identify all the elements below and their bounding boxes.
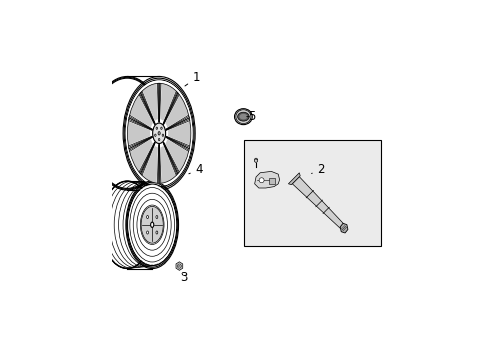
Ellipse shape — [141, 206, 163, 243]
Polygon shape — [140, 143, 155, 175]
Polygon shape — [164, 139, 188, 172]
Ellipse shape — [178, 265, 180, 267]
Polygon shape — [340, 223, 347, 233]
Polygon shape — [165, 136, 189, 149]
Ellipse shape — [158, 132, 160, 135]
Text: 2: 2 — [311, 163, 325, 176]
Polygon shape — [292, 177, 344, 229]
Text: 3: 3 — [180, 271, 187, 284]
Ellipse shape — [150, 222, 153, 228]
Text: 1: 1 — [184, 71, 200, 86]
Polygon shape — [165, 118, 189, 130]
Polygon shape — [167, 121, 190, 145]
Polygon shape — [140, 91, 155, 124]
Ellipse shape — [156, 231, 158, 234]
Text: 4: 4 — [188, 163, 203, 176]
Ellipse shape — [152, 123, 165, 144]
Polygon shape — [157, 145, 159, 183]
Bar — [243, 140, 380, 246]
Polygon shape — [127, 121, 150, 145]
Ellipse shape — [234, 109, 252, 125]
Polygon shape — [254, 171, 279, 188]
Polygon shape — [142, 84, 158, 121]
Polygon shape — [165, 115, 189, 130]
Polygon shape — [139, 142, 155, 174]
Ellipse shape — [239, 114, 247, 120]
Polygon shape — [165, 137, 189, 152]
Ellipse shape — [254, 158, 257, 162]
Polygon shape — [163, 91, 177, 124]
Ellipse shape — [237, 112, 249, 121]
Ellipse shape — [161, 127, 162, 129]
Polygon shape — [159, 145, 161, 183]
Ellipse shape — [156, 216, 158, 219]
Polygon shape — [142, 145, 158, 183]
Bar — [268, 178, 275, 184]
Polygon shape — [160, 84, 176, 121]
Ellipse shape — [146, 216, 148, 219]
Polygon shape — [129, 95, 153, 128]
Text: 5: 5 — [246, 110, 255, 123]
Polygon shape — [129, 115, 152, 130]
Polygon shape — [160, 145, 176, 183]
Polygon shape — [159, 83, 161, 122]
Ellipse shape — [146, 231, 148, 234]
Polygon shape — [163, 143, 177, 175]
Ellipse shape — [259, 178, 264, 183]
Ellipse shape — [235, 110, 250, 123]
Polygon shape — [157, 83, 159, 122]
Ellipse shape — [158, 138, 160, 141]
Polygon shape — [128, 118, 152, 130]
Polygon shape — [129, 139, 153, 172]
Ellipse shape — [156, 127, 157, 129]
Polygon shape — [129, 137, 152, 152]
Polygon shape — [163, 93, 179, 125]
Polygon shape — [176, 262, 183, 270]
Polygon shape — [139, 93, 155, 125]
Polygon shape — [128, 136, 152, 149]
Polygon shape — [163, 142, 179, 174]
Polygon shape — [164, 95, 188, 128]
Ellipse shape — [125, 80, 192, 186]
Ellipse shape — [154, 134, 156, 136]
Polygon shape — [288, 173, 300, 185]
Ellipse shape — [128, 185, 176, 265]
Ellipse shape — [162, 134, 163, 136]
